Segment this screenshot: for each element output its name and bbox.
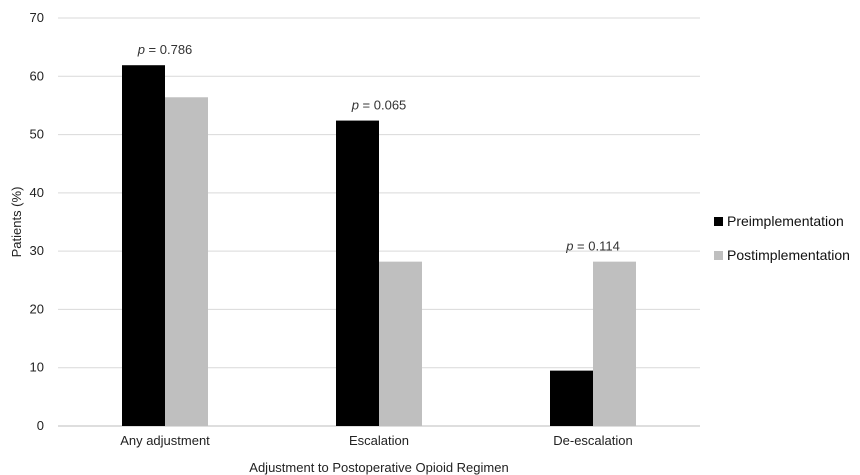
y-tick-label: 60 — [30, 68, 44, 83]
legend-swatch-preimplementation — [714, 217, 723, 226]
y-axis-ticks: 0 10 20 30 40 50 60 70 — [30, 10, 44, 433]
p-value-label: p = 0.114 — [565, 239, 620, 254]
y-tick-label: 40 — [30, 185, 44, 200]
x-tick-label: De-escalation — [553, 433, 633, 448]
y-tick-label: 70 — [30, 10, 44, 25]
legend-label-postimplementation: Postimplementation — [727, 247, 850, 263]
y-tick-label: 50 — [30, 127, 44, 142]
p-value-label: p = 0.786 — [137, 42, 193, 57]
x-tick-label: Escalation — [349, 433, 409, 448]
legend: Preimplementation Postimplementation — [714, 213, 850, 263]
bar-postimplementation-2 — [379, 261, 422, 426]
bar-preimplementation-2 — [336, 120, 379, 426]
y-axis-title: Patients (%) — [9, 187, 24, 258]
legend-label-preimplementation: Preimplementation — [727, 213, 844, 229]
y-tick-label: 30 — [30, 243, 44, 258]
bar-postimplementation-1 — [165, 97, 208, 427]
y-tick-label: 10 — [30, 360, 44, 375]
x-axis-ticks: Any adjustment Escalation De-escalation — [120, 433, 633, 448]
legend-swatch-postimplementation — [714, 251, 723, 260]
x-axis-title: Adjustment to Postoperative Opioid Regim… — [249, 460, 508, 475]
bars — [122, 65, 636, 427]
y-tick-label: 20 — [30, 301, 44, 316]
bar-preimplementation-1 — [122, 65, 165, 426]
p-value-annotations: p = 0.786 p = 0.065 p = 0.114 — [137, 42, 620, 253]
bar-preimplementation-3 — [550, 370, 593, 426]
p-value-label: p = 0.065 — [351, 98, 407, 113]
bar-postimplementation-3 — [593, 261, 636, 426]
y-tick-label: 0 — [37, 418, 44, 433]
x-tick-label: Any adjustment — [120, 433, 210, 448]
